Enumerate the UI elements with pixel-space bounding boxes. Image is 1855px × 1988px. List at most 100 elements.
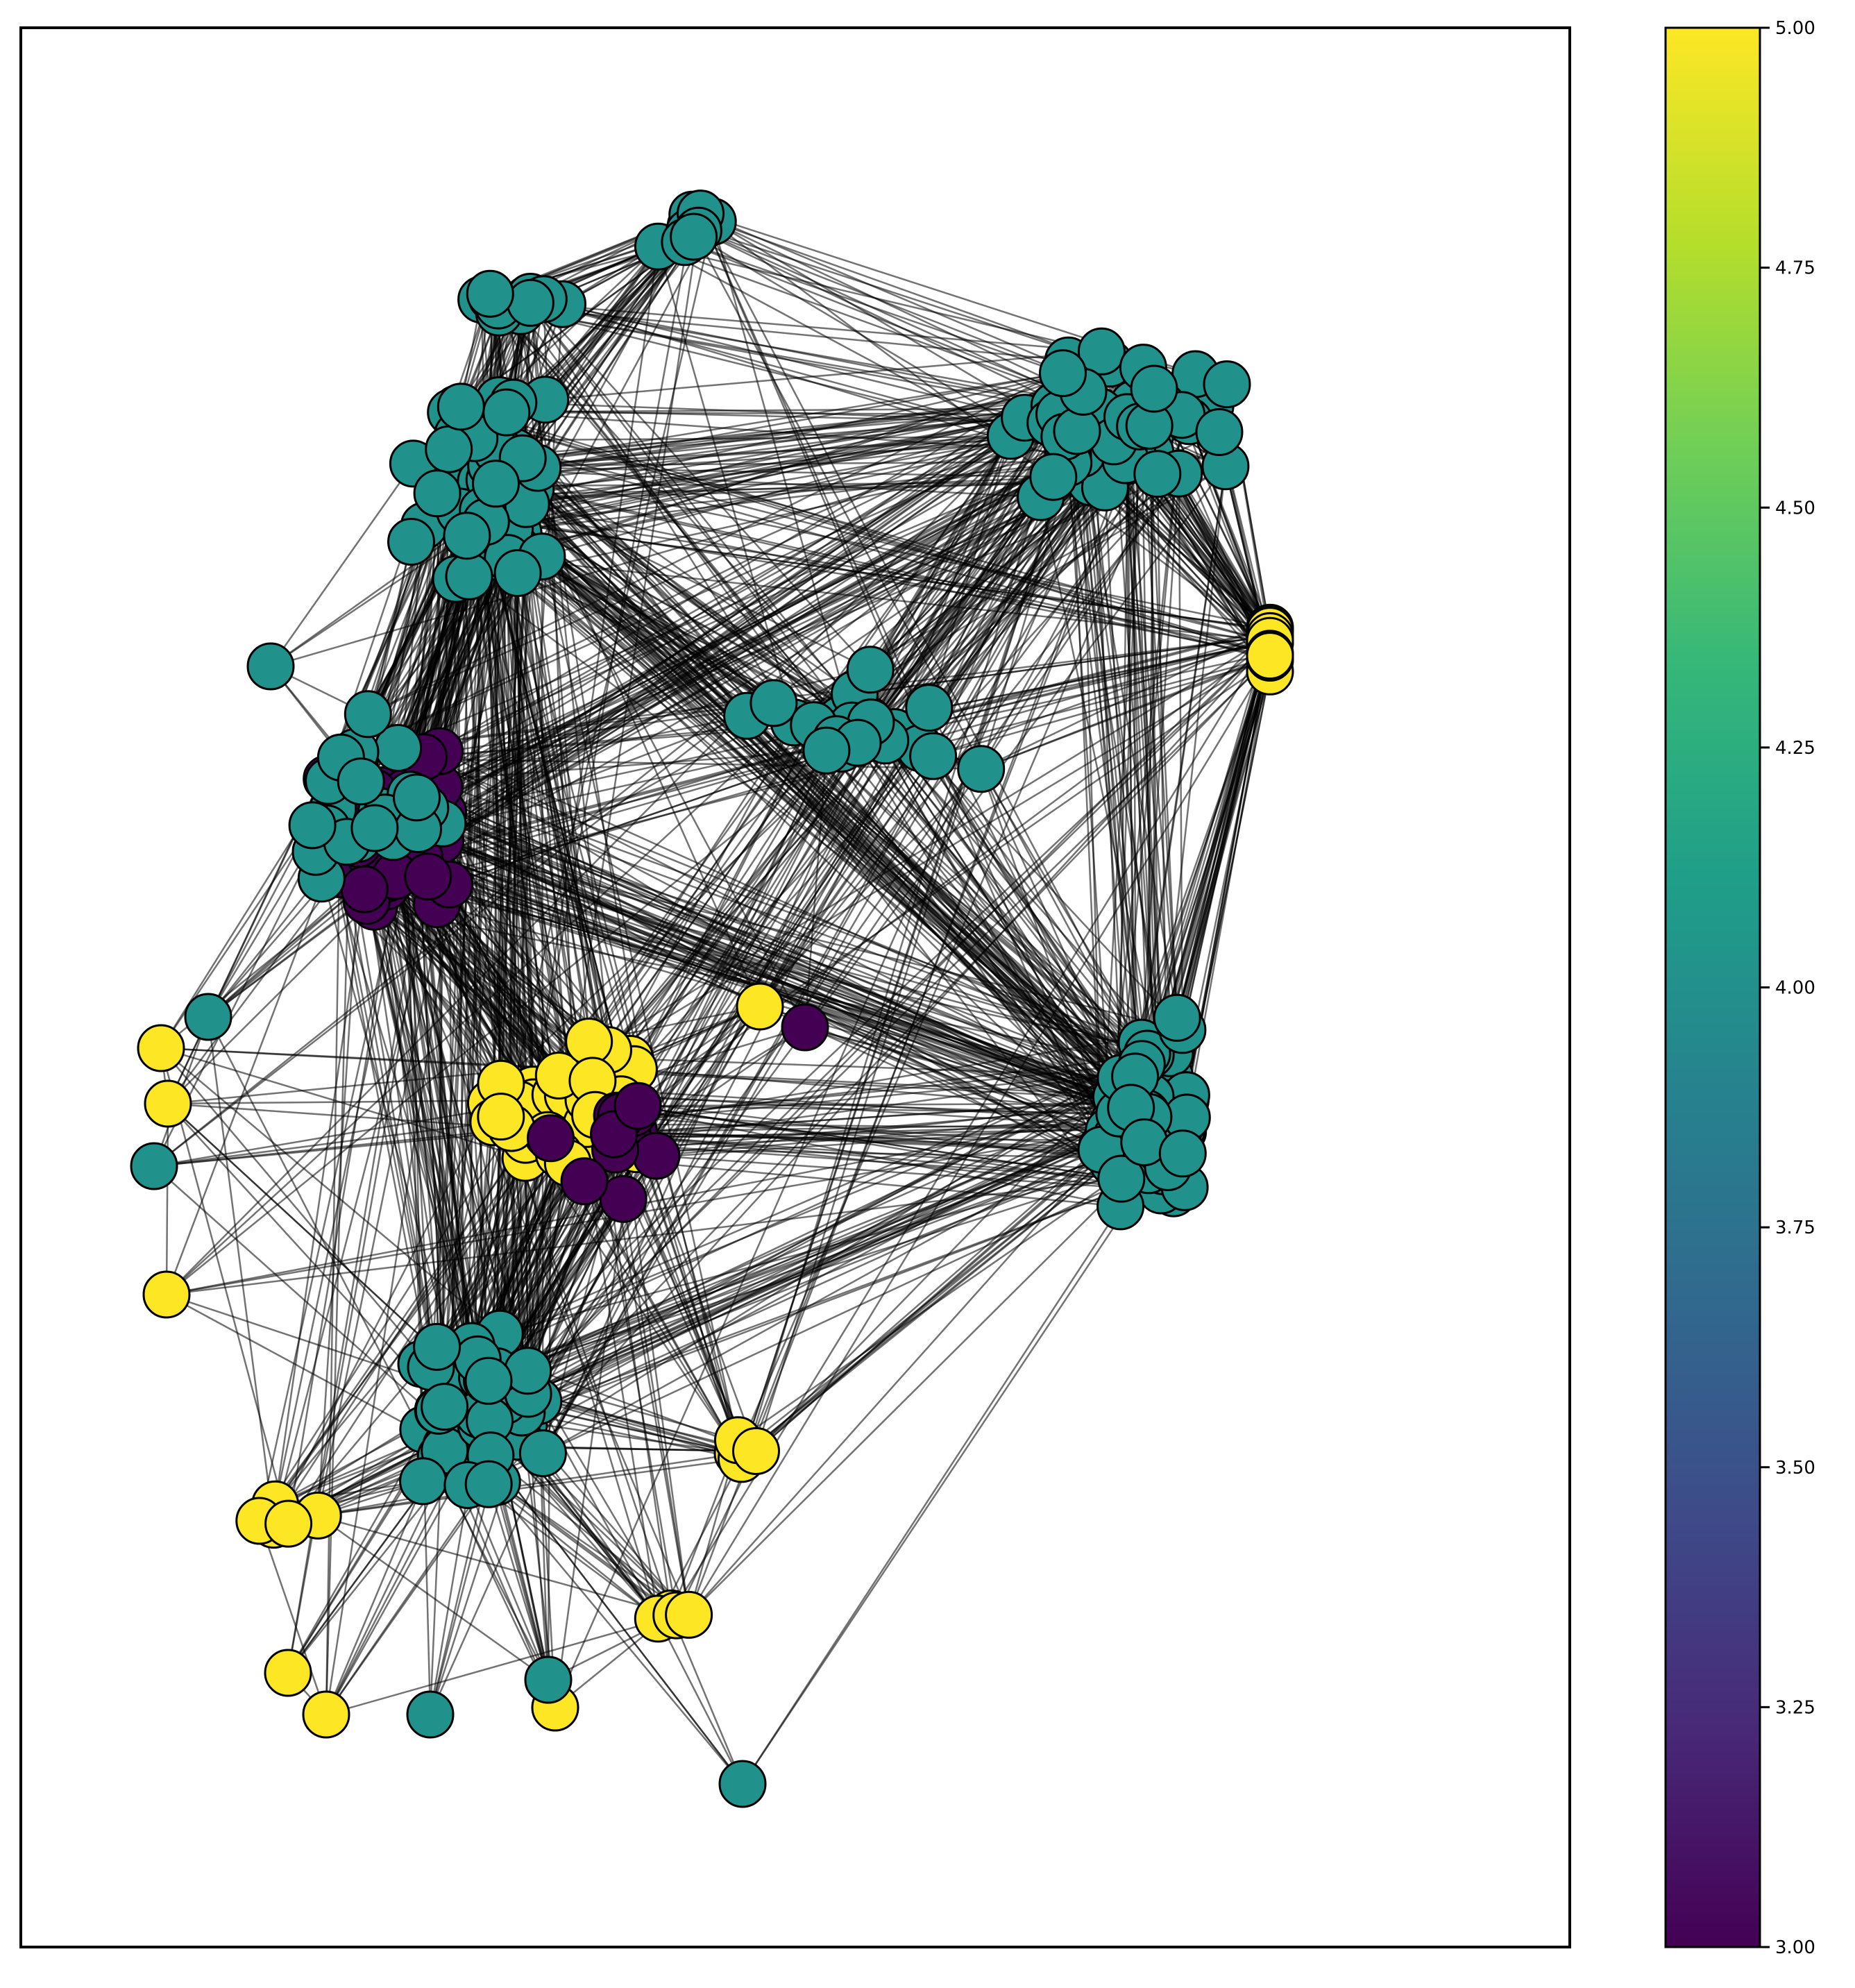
graph-node	[1130, 364, 1178, 413]
graph-node	[421, 1383, 469, 1431]
graph-node	[560, 1157, 609, 1206]
graph-edge	[405, 791, 1132, 1109]
colorbar-tick-label: 3.25	[1775, 1697, 1815, 1718]
graph-edge	[489, 511, 739, 1441]
graph-node	[437, 382, 485, 431]
graph-node	[632, 1131, 681, 1180]
graph-node	[130, 1142, 178, 1190]
node-layer	[130, 189, 1294, 1808]
graph-node	[613, 1081, 662, 1130]
graph-edge	[269, 463, 414, 667]
graph-edge	[521, 1411, 742, 1460]
graph-edge	[493, 413, 1060, 470]
graph-node	[781, 1003, 829, 1052]
graph-edge	[487, 441, 1115, 1381]
colorbar-tick-label: 3.50	[1775, 1458, 1815, 1479]
graph-node	[718, 1760, 767, 1808]
graph-edge	[429, 727, 874, 1715]
colorbar-tick-label: 4.00	[1775, 978, 1815, 999]
graph-node	[288, 801, 337, 850]
graph-node	[137, 1024, 185, 1072]
colorbar-tick-label: 4.50	[1775, 498, 1815, 519]
graph-edge	[166, 351, 1103, 1295]
graph-node	[670, 212, 718, 261]
graph-edge	[520, 310, 1068, 412]
graph-edge	[1179, 671, 1271, 1127]
graph-node	[406, 1690, 455, 1739]
graph-edge	[477, 473, 1169, 1168]
graph-node	[1053, 407, 1101, 455]
graph-edge	[160, 1047, 289, 1524]
graph-edge	[854, 635, 1271, 696]
graph-edge	[440, 1116, 1187, 1458]
graph-edge	[436, 493, 446, 1451]
graph-edge	[1081, 453, 1152, 1104]
graph-edge	[448, 471, 479, 1360]
graph-edge	[510, 1127, 659, 1619]
graph-edge	[437, 440, 478, 1410]
graph-edge	[480, 1102, 1151, 1426]
graph-edge	[670, 1612, 744, 1785]
graph-edge	[502, 550, 1149, 1171]
graph-node	[732, 1427, 780, 1475]
graph-edge	[524, 246, 659, 1159]
graph-edge	[459, 511, 739, 1454]
graph-node	[387, 518, 435, 566]
graph-edge	[804, 768, 982, 1028]
graph-node	[413, 469, 461, 518]
graph-edge	[495, 498, 1271, 657]
graph-node	[144, 1079, 192, 1128]
graph-edge	[166, 1293, 447, 1447]
graph-edge	[711, 221, 859, 743]
graph-edge	[429, 538, 482, 1715]
graph-node	[493, 549, 542, 598]
graph-edge	[870, 410, 1069, 671]
graph-edge	[317, 1515, 549, 1681]
graph-edge	[567, 391, 1085, 1164]
graph-edge	[258, 1520, 328, 1715]
graph-node	[1246, 632, 1294, 680]
graph-edge	[167, 886, 387, 1104]
graph-node	[1203, 360, 1251, 409]
graph-edge	[325, 1614, 677, 1716]
graph-node	[184, 993, 232, 1041]
graph-edge	[153, 1103, 520, 1168]
graph-edge	[359, 844, 446, 1407]
graph-edge	[207, 1016, 275, 1525]
graph-edge	[502, 519, 1155, 1129]
graph-edge	[270, 416, 1128, 668]
graph-edge	[160, 1047, 526, 1159]
graph-edge	[491, 296, 1171, 1054]
graph-edge	[464, 1449, 743, 1785]
graph-node	[749, 679, 798, 727]
graph-edge	[495, 482, 871, 671]
graph-node	[340, 865, 389, 913]
colorbar-tick-label: 3.75	[1775, 1218, 1815, 1238]
graph-edge	[153, 1121, 494, 1168]
graph-node	[1153, 993, 1201, 1042]
graph-edge	[207, 1016, 550, 1680]
graph-edge	[688, 1135, 1118, 1616]
graph-edge	[489, 1455, 743, 1785]
colorbar-gradient	[1664, 26, 1761, 1948]
graph-edge	[445, 640, 1271, 1447]
graph-node	[736, 982, 784, 1031]
graph-edge	[1104, 487, 1137, 1091]
graph-node	[482, 388, 531, 437]
graph-edge	[657, 1618, 744, 1785]
graph-edge	[867, 719, 1141, 1072]
graph-edge	[517, 1100, 1154, 1438]
graph-edge	[554, 1131, 635, 1708]
graph-edge	[464, 628, 1271, 1451]
graph-edge	[495, 550, 505, 1372]
graph-node	[1158, 1129, 1207, 1178]
graph-edge	[153, 403, 1135, 1167]
graph-edge	[804, 1026, 1136, 1114]
graph-edge	[517, 454, 1069, 1438]
graph-edge	[736, 414, 1183, 1454]
graph-edge	[932, 755, 1155, 1101]
graph-edge	[1149, 452, 1178, 1018]
graph-edge	[274, 888, 366, 1505]
graph-node	[524, 1656, 573, 1704]
